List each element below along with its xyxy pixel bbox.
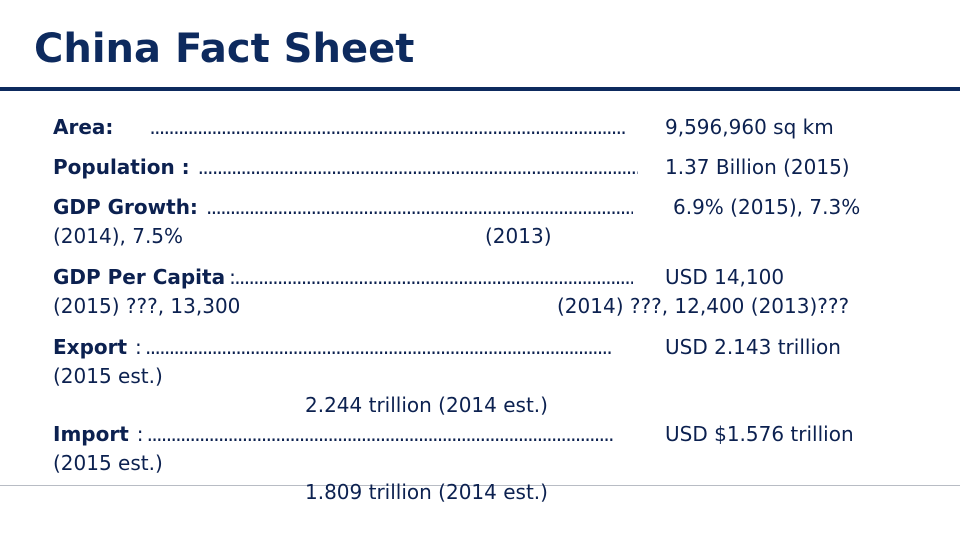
fact-label: Import: [53, 422, 129, 446]
fact-value: 1.37 Billion (2015): [665, 155, 850, 179]
leader: :.......................................…: [229, 265, 633, 289]
fact-label: GDP Per Capita: [53, 265, 226, 289]
fact-value: USD $1.576 trillion: [665, 422, 854, 446]
fact-label: Export: [53, 335, 128, 359]
fact-label: GDP Growth:: [53, 195, 198, 219]
leader: : ......................................…: [135, 335, 612, 359]
fact-continuation: (2014), 7.5%: [53, 224, 184, 248]
title-rule: [0, 87, 960, 91]
footer-rule: [0, 485, 960, 486]
fact-continuation: (2014) ???, 12,400 (2013)???: [557, 294, 850, 318]
fact-value: USD 2.143 trillion: [665, 335, 841, 359]
fact-label: Population :: [53, 155, 190, 179]
fact-continuation: (2013): [485, 224, 552, 248]
fact-value: USD 14,100: [665, 265, 785, 289]
fact-continuation: 1.809 trillion (2014 est.): [305, 480, 548, 504]
leader: ........................................…: [197, 155, 638, 179]
fact-continuation: (2015 est.): [53, 451, 163, 475]
leader: : ......................................…: [136, 422, 613, 446]
leader: ........................................…: [149, 115, 626, 139]
fact-label: Area:: [53, 115, 114, 139]
slide-title: China Fact Sheet: [34, 26, 415, 72]
fact-row: Population :............................…: [53, 155, 638, 179]
fact-row: GDP Per Capita:.........................…: [53, 265, 633, 289]
fact-continuation: (2015) ???, 13,300: [53, 294, 241, 318]
fact-row: GDP Growth:.............................…: [53, 195, 633, 219]
fact-row: Import : ................................…: [53, 422, 641, 446]
fact-row: Area:...................................…: [53, 115, 657, 139]
fact-row: Export : ................................…: [53, 335, 641, 359]
fact-value: 9,596,960 sq km: [665, 115, 834, 139]
fact-value: 6.9% (2015), 7.3%: [673, 195, 861, 219]
fact-continuation: (2015 est.): [53, 364, 163, 388]
leader: ........................................…: [205, 195, 633, 219]
fact-continuation: 2.244 trillion (2014 est.): [305, 393, 548, 417]
